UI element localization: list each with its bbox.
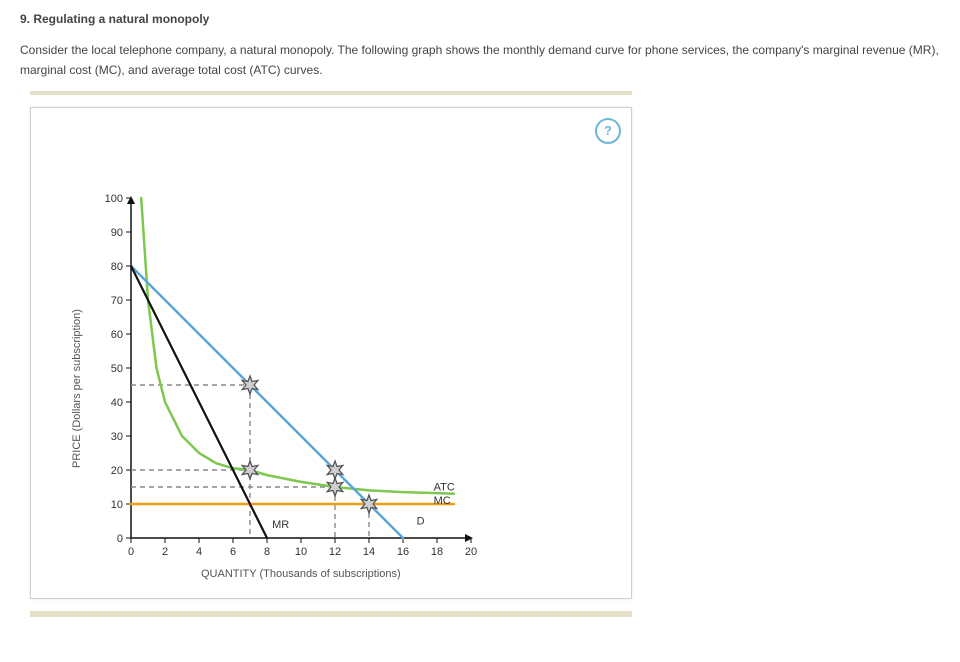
question-body: Consider the local telephone company, a …	[20, 40, 940, 81]
svg-text:MR: MR	[272, 519, 289, 531]
help-button[interactable]: ?	[595, 118, 621, 144]
section-divider-bottom	[30, 611, 632, 617]
svg-text:8: 8	[264, 546, 270, 558]
chart-svg[interactable]: 0 10 20 30 40 50 60 70 80 90 100 0 2 4 6 8 10 12 14 16 18 20 M…	[61, 168, 601, 588]
svg-text:50: 50	[111, 363, 123, 375]
svg-text:30: 30	[111, 431, 123, 443]
svg-text:2: 2	[162, 546, 168, 558]
section-divider-top	[30, 91, 632, 95]
x-axis-label: QUANTITY (Thousands of subscriptions)	[201, 568, 401, 580]
svg-text:20: 20	[465, 546, 477, 558]
svg-text:80: 80	[111, 261, 123, 273]
question-title: 9. Regulating a natural monopoly	[20, 12, 940, 26]
svg-text:MC: MC	[434, 495, 451, 507]
svg-text:0: 0	[128, 546, 134, 558]
svg-text:18: 18	[431, 546, 443, 558]
svg-text:90: 90	[111, 227, 123, 239]
svg-text:4: 4	[196, 546, 202, 558]
svg-text:10: 10	[111, 499, 123, 511]
svg-text:16: 16	[397, 546, 409, 558]
svg-text:0: 0	[117, 533, 123, 545]
svg-text:ATC: ATC	[434, 481, 455, 493]
svg-text:D: D	[417, 515, 425, 527]
svg-text:100: 100	[105, 193, 123, 205]
svg-text:14: 14	[363, 546, 375, 558]
y-axis-label: PRICE (Dollars per subscription)	[71, 309, 83, 468]
svg-text:12: 12	[329, 546, 341, 558]
chart-card: ? PRICE (Dollars per subscription) 01020…	[30, 107, 632, 599]
svg-text:40: 40	[111, 397, 123, 409]
chart-area: PRICE (Dollars per subscription) 0102030…	[61, 168, 601, 588]
svg-text:70: 70	[111, 295, 123, 307]
svg-text:6: 6	[230, 546, 236, 558]
svg-text:60: 60	[111, 329, 123, 341]
svg-text:10: 10	[295, 546, 307, 558]
svg-text:20: 20	[111, 465, 123, 477]
